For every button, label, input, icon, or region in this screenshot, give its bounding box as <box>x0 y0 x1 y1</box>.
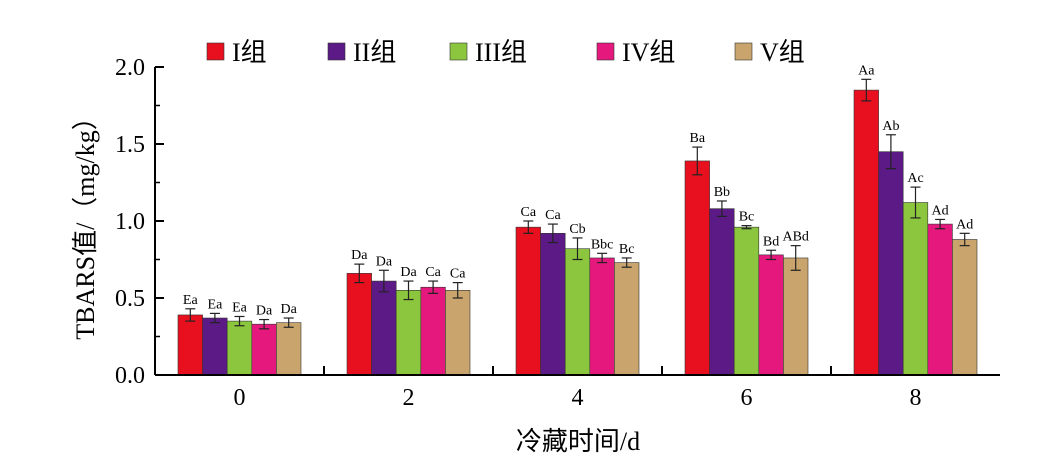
bar <box>445 289 471 376</box>
bar <box>540 233 566 376</box>
significance-label: Bd <box>763 234 779 249</box>
bar <box>251 323 277 376</box>
x-axis: 0 2 4 6 8 <box>155 366 1000 411</box>
y-axis-title: TBARS值/（mg/kg） <box>71 104 100 339</box>
bar <box>709 208 735 376</box>
bar <box>226 320 253 376</box>
bar <box>902 202 929 376</box>
bar <box>589 257 615 376</box>
legend-swatch <box>596 42 615 61</box>
bar <box>276 322 302 376</box>
y-axis: 0.0 0.5 1.0 1.5 2.0 <box>115 55 164 389</box>
significance-label: Da <box>256 304 273 319</box>
bar <box>371 280 397 376</box>
significance-label: Ad <box>932 203 949 218</box>
legend-swatch <box>734 42 753 61</box>
y-tick-label: 0.5 <box>115 286 145 312</box>
bar <box>564 248 591 376</box>
significance-label: Ab <box>882 119 899 134</box>
bar <box>952 239 978 376</box>
significance-label: Da <box>400 265 417 280</box>
significance-label: Ca <box>521 205 537 220</box>
significance-label: Bb <box>714 185 730 200</box>
legend-label: V组 <box>760 38 805 67</box>
bar <box>684 160 710 376</box>
significance-label: Ca <box>425 265 441 280</box>
bar <box>783 257 809 376</box>
legend-label: II组 <box>353 38 396 67</box>
significance-label: Aa <box>858 63 875 78</box>
bar <box>614 262 640 376</box>
legend-item: III组 <box>449 38 527 67</box>
legend-swatch <box>449 42 468 61</box>
significance-label: Ea <box>208 297 224 312</box>
bar <box>515 226 541 376</box>
x-tick-label: 0 <box>234 385 246 411</box>
significance-label: Da <box>281 302 298 317</box>
y-tick-label: 2.0 <box>115 55 145 81</box>
bar <box>346 273 372 376</box>
significance-label: Bbc <box>591 237 614 252</box>
legend-swatch <box>327 42 346 61</box>
bar <box>420 286 446 376</box>
significance-label: Bc <box>619 242 635 257</box>
x-tick-label: 2 <box>403 385 415 411</box>
x-tick-label: 4 <box>572 385 584 411</box>
legend-label: IV组 <box>622 38 675 67</box>
legend-label: III组 <box>475 38 527 67</box>
significance-label: Ca <box>545 208 561 223</box>
legend: I组 II组 III组 IV组 V组 <box>206 38 805 67</box>
bar <box>395 289 422 376</box>
bar <box>758 254 784 376</box>
legend-item: V组 <box>734 38 805 67</box>
significance-label: Bc <box>739 210 755 225</box>
legend-item: I组 <box>206 38 267 67</box>
y-tick-label: 0.0 <box>115 363 145 389</box>
significance-label: Da <box>351 248 368 263</box>
bar <box>878 151 904 376</box>
x-tick-label: 6 <box>741 385 753 411</box>
x-axis-title: 冷藏时间/d <box>516 427 640 456</box>
legend-label: I组 <box>232 38 267 67</box>
significance-label: Ca <box>450 267 466 282</box>
legend-swatch <box>206 42 225 61</box>
bar <box>853 89 879 376</box>
significance-label: ABd <box>782 230 808 245</box>
significance-label: Ac <box>907 171 923 186</box>
significance-label: Cb <box>569 222 585 237</box>
y-tick-label: 1.0 <box>115 209 145 235</box>
bar <box>927 223 953 376</box>
x-tick-label: 8 <box>910 385 922 411</box>
significance-label: Ad <box>956 217 973 232</box>
bar <box>177 314 203 376</box>
legend-item: II组 <box>327 38 396 67</box>
bar <box>733 226 760 376</box>
significance-label: Ea <box>183 293 199 308</box>
significance-label: Ea <box>232 300 248 315</box>
legend-item: IV组 <box>596 38 675 67</box>
bar <box>202 317 228 376</box>
significance-label: Ba <box>690 131 706 146</box>
significance-label: Da <box>376 254 393 269</box>
y-tick-label: 1.5 <box>115 132 145 158</box>
